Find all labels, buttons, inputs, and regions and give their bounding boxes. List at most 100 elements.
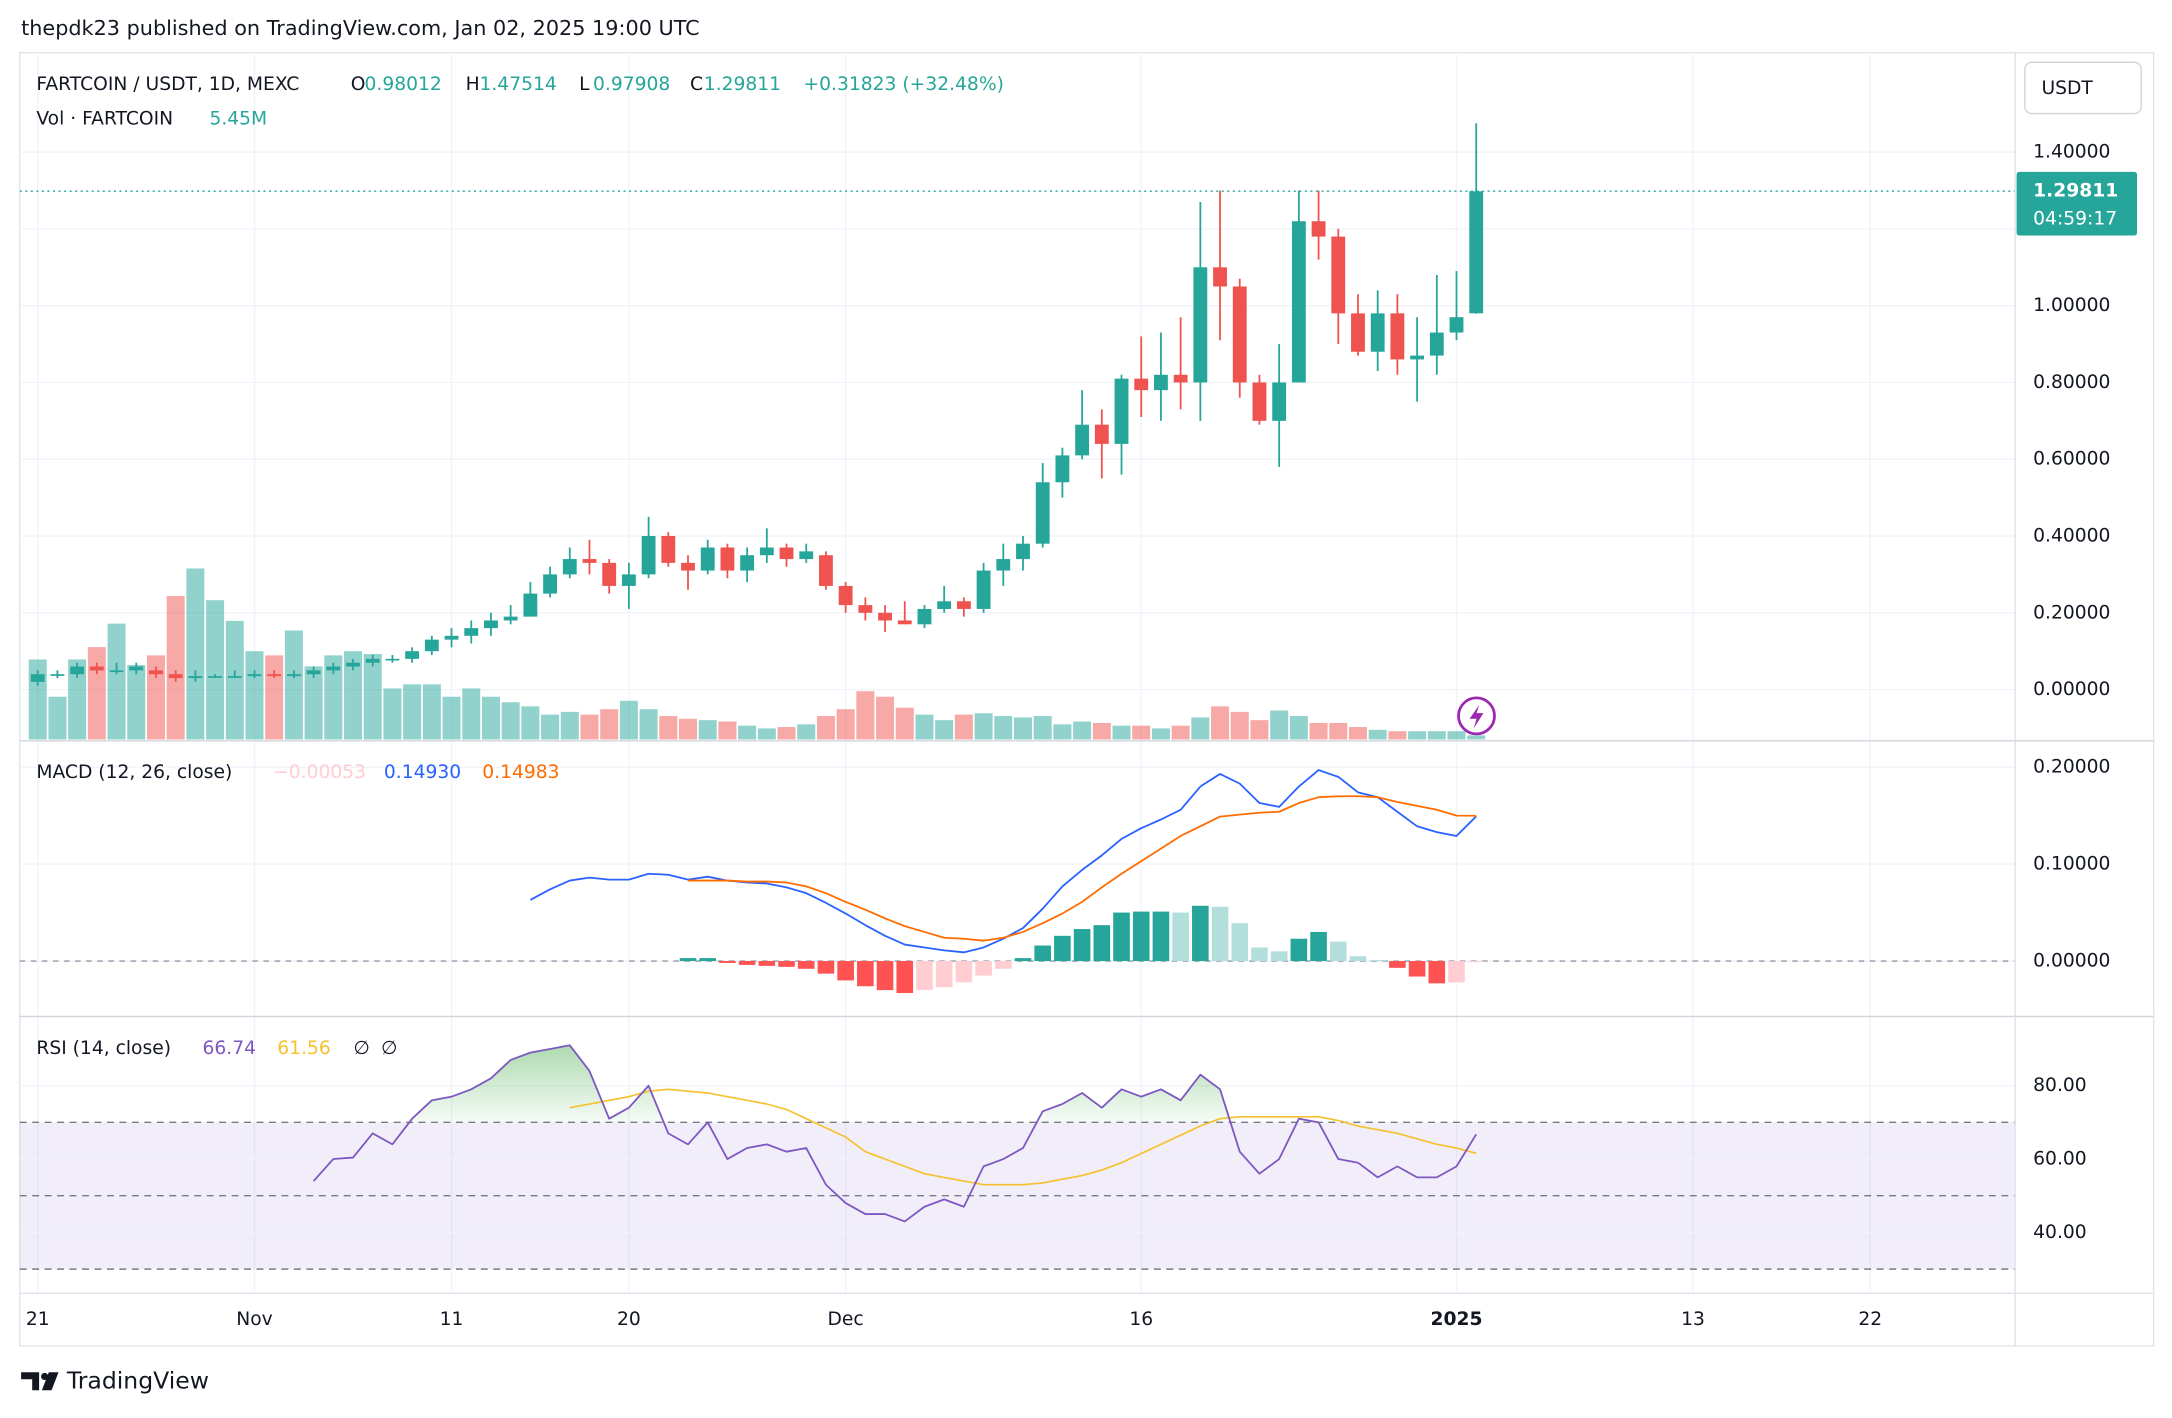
candle-body [1469,191,1484,314]
candle-body [543,574,557,594]
volume-bar [324,655,343,740]
x-tick-label: 20 [617,1309,641,1330]
volume-bar [146,655,165,740]
volume-bar [1368,729,1387,740]
volume-bar [127,664,146,740]
histogram-bar [679,958,697,962]
tradingview-logo: TradingView [21,1366,209,1394]
volume-bar [1329,722,1348,740]
candle-body [1035,482,1050,544]
candle-body [129,666,144,671]
volume-bar [738,725,757,740]
x-tick-label: 13 [1681,1309,1705,1330]
volume-bar [876,696,895,740]
macd-line [529,769,1477,954]
volume-bar [1132,725,1151,740]
candle-body [1449,317,1464,333]
volume-bar [797,724,816,740]
candle-body [720,547,735,571]
volume-bar [816,716,835,740]
candle-body [267,674,282,677]
candle-body [878,612,892,621]
volume-bar [48,696,67,740]
candle-body [1094,424,1109,444]
histogram-bar [1290,938,1308,962]
volume-bar [777,727,796,740]
candle-body [641,536,656,575]
candle-body [1232,286,1247,383]
volume-bar [68,659,87,740]
y-tick-label: 40.00 [2033,1222,2087,1243]
macd-title: MACD (12, 26, close) [36,762,232,783]
candle-body [306,670,321,675]
rsi-line [312,1044,1477,1223]
volume-bar [994,716,1013,740]
rsi-extra: ∅ [353,1038,369,1059]
candle-body [1055,455,1070,483]
volume-bar [87,647,106,740]
histogram-bar [1152,911,1170,962]
y-tick-label: 80.00 [2033,1075,2087,1096]
candle-body [1291,221,1306,383]
volume-bar [1171,725,1190,740]
currency-button[interactable] [2024,61,2142,115]
histogram-bar [1349,956,1367,962]
volume-bar [1092,722,1111,740]
candle-body [1272,382,1287,421]
candle-body [838,585,853,606]
y-tick-label: 0.10000 [2033,854,2110,875]
volume-bar [659,716,678,740]
volume-bar [600,709,619,740]
candle-body [188,676,203,679]
histogram-bar [1251,947,1268,962]
volume-bar [363,653,382,740]
candle-body [227,676,242,678]
candle-body [1173,374,1188,383]
volume-bar [1053,724,1072,740]
candle-body [937,601,952,609]
histogram-bar [1054,935,1071,962]
volume-bar [462,688,481,740]
volume-bar [403,684,422,740]
histogram-bar [1310,931,1327,962]
histogram-bar [1073,929,1091,962]
volume-bar [1388,731,1407,740]
candle-body [1252,382,1267,421]
candle-body [326,666,341,671]
currency-label[interactable]: USDT [2041,78,2093,99]
candle-body [1429,332,1444,356]
candle-body [1154,374,1168,391]
rsi-value: 66.74 [203,1038,257,1059]
volume-bar [1467,735,1486,740]
candle-body [1331,236,1346,314]
volume-bar [1033,716,1052,740]
x-tick-label: 22 [1858,1309,1882,1330]
alert-icon[interactable] [1457,696,1496,736]
histogram-bar [1231,923,1249,962]
histogram-bar [1014,958,1032,962]
candle-body [70,666,85,675]
histogram-bar [699,958,717,962]
histogram-bar [1093,925,1111,962]
candle-body [779,547,794,560]
y-tick-label: 0.80000 [2033,372,2110,393]
alert-bolt[interactable] [1469,704,1484,729]
candle-body [89,666,104,671]
volume-bar [1073,721,1092,740]
histogram-bar [1428,961,1446,984]
candle-body [740,555,755,571]
volume-bar [856,691,875,740]
volume-bar [442,696,461,740]
rsi-ma-value: 61.56 [277,1038,331,1059]
volume-bar [580,714,599,740]
histogram-bar [857,961,874,987]
x-tick-label: 16 [1129,1309,1153,1330]
candle-body [424,639,439,652]
symbol-title: FARTCOIN / USDT, 1D, MEXC [36,74,299,95]
histogram-bar [778,961,795,967]
rsi-ma-line [569,1088,1477,1186]
y-tick-label: 0.20000 [2033,602,2110,623]
volume-bar [1250,720,1269,740]
volume-bar [1191,717,1210,740]
